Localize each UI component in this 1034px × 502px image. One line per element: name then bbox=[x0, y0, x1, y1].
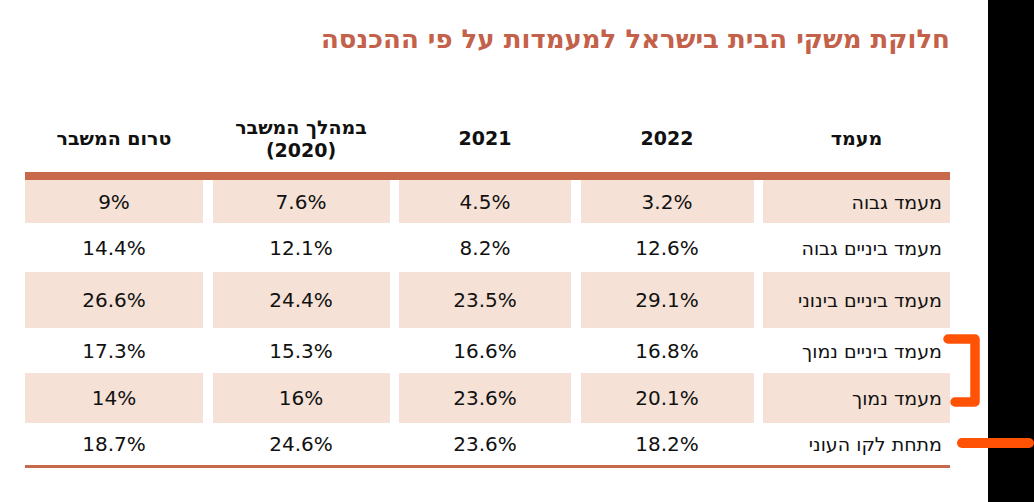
table-row: מעמד ביניים בינוני 29.1% 23.5% 24.4% 26.… bbox=[25, 272, 950, 328]
table-row: מתחת לקו העוני 18.2% 23.6% 24.6% 18.7% bbox=[25, 423, 950, 465]
value-cell-2021: 23.6% bbox=[399, 423, 571, 465]
class-cell: מתחת לקו העוני bbox=[763, 423, 950, 465]
report-page: { "page": { "background": "#FFFFFF", "pa… bbox=[0, 0, 1034, 502]
value-cell-2022: 16.8% bbox=[581, 328, 754, 373]
value-cell-2022: 20.1% bbox=[581, 373, 754, 423]
value-cell-2022: 12.6% bbox=[581, 223, 754, 272]
value-cell-pre: 17.3% bbox=[25, 328, 203, 373]
value-cell-2021: 23.5% bbox=[399, 272, 571, 328]
class-cell: מעמד נמוך bbox=[763, 373, 950, 423]
value-cell-pre: 26.6% bbox=[25, 272, 203, 328]
table-body: מעמד גבוה 3.2% 4.5% 7.6% 9% מעמד ביניים … bbox=[25, 172, 950, 468]
income-class-table: מעמד 2022 2021 במהלך המשבר (2020) טרום ה… bbox=[25, 105, 950, 468]
value-cell-during: 7.6% bbox=[213, 180, 390, 223]
table-row: מעמד נמוך 20.1% 23.6% 16% 14% bbox=[25, 373, 950, 423]
value-cell-pre: 14.4% bbox=[25, 223, 203, 272]
column-header-during-crisis-line2: (2020) bbox=[213, 139, 390, 161]
bracket-annotation-icon bbox=[942, 331, 984, 411]
value-cell-2021: 16.6% bbox=[399, 328, 571, 373]
value-cell-pre: 18.7% bbox=[25, 423, 203, 465]
column-header-during-crisis: במהלך המשבר (2020) bbox=[213, 116, 390, 161]
value-cell-2021: 8.2% bbox=[399, 223, 571, 272]
value-cell-2022: 18.2% bbox=[581, 423, 754, 465]
value-cell-2021: 4.5% bbox=[399, 180, 571, 223]
table-row: מעמד גבוה 3.2% 4.5% 7.6% 9% bbox=[25, 180, 950, 223]
value-cell-during: 24.4% bbox=[213, 272, 390, 328]
table-row: מעמד ביניים גבוה 12.6% 8.2% 12.1% 14.4% bbox=[25, 223, 950, 272]
value-cell-2022: 29.1% bbox=[581, 272, 754, 328]
value-cell-during: 15.3% bbox=[213, 328, 390, 373]
page-edge-strip bbox=[988, 0, 1034, 502]
table-header-row: מעמד 2022 2021 במהלך המשבר (2020) טרום ה… bbox=[25, 105, 950, 172]
class-cell: מעמד ביניים נמוך bbox=[763, 328, 950, 373]
value-cell-pre: 14% bbox=[25, 373, 203, 423]
value-cell-during: 12.1% bbox=[213, 223, 390, 272]
column-header-during-crisis-line1: במהלך המשבר bbox=[213, 116, 390, 138]
column-header-pre-crisis: טרום המשבר bbox=[25, 127, 203, 149]
value-cell-during: 24.6% bbox=[213, 423, 390, 465]
value-cell-pre: 9% bbox=[25, 180, 203, 223]
table-row: מעמד ביניים נמוך 16.8% 16.6% 15.3% 17.3% bbox=[25, 328, 950, 373]
page-title: חלוקת משקי הבית בישראל למעמדות על פי ההכ… bbox=[321, 24, 950, 54]
class-cell: מעמד ביניים גבוה bbox=[763, 223, 950, 272]
column-header-class: מעמד bbox=[763, 127, 950, 149]
dash-arrow-annotation-icon bbox=[957, 438, 1034, 448]
column-header-2021: 2021 bbox=[399, 127, 571, 149]
value-cell-2022: 3.2% bbox=[581, 180, 754, 223]
class-cell: מעמד גבוה bbox=[763, 180, 950, 223]
class-cell: מעמד ביניים בינוני bbox=[763, 272, 950, 328]
value-cell-during: 16% bbox=[213, 373, 390, 423]
column-header-2022: 2022 bbox=[581, 127, 754, 149]
value-cell-2021: 23.6% bbox=[399, 373, 571, 423]
